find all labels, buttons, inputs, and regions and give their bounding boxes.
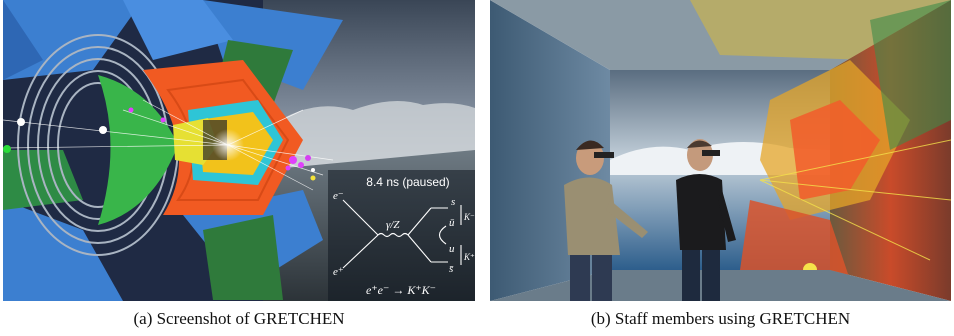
calorimeter-band bbox=[98, 75, 178, 225]
label-ubar: ū bbox=[449, 217, 455, 229]
staff-member-left bbox=[564, 140, 648, 301]
collision-point bbox=[212, 129, 244, 161]
yoke-top bbox=[218, 40, 293, 105]
caption-panel-b: (b) Staff members using GRETCHEN bbox=[590, 309, 851, 328]
caption-panel-a: (a) Screenshot of GRETCHEN bbox=[133, 309, 345, 328]
quark-out-bottom bbox=[407, 234, 432, 263]
label-k-minus: K⁻ bbox=[463, 212, 475, 222]
label-e-minus: e⁻ bbox=[333, 190, 344, 202]
feynman-diagram bbox=[342, 199, 462, 269]
projected-tracks bbox=[759, 139, 951, 261]
label-e-plus: e⁺ bbox=[333, 266, 344, 278]
energy-deposits bbox=[3, 107, 316, 181]
yoke-bottom bbox=[203, 215, 283, 300]
time-readout: 8.4 ns (paused) bbox=[366, 175, 449, 189]
muon-chamber-top bbox=[123, 0, 233, 60]
detector-visualization: 8.4 ns (paused) e⁻ e⁺ γ/Z s ū u s̄ K⁻ K⁺… bbox=[3, 0, 475, 301]
gretchen-screenshot-panel: 8.4 ns (paused) e⁻ e⁺ γ/Z s ū u s̄ K⁻ K⁺… bbox=[3, 0, 475, 301]
label-s: s bbox=[451, 196, 455, 208]
positron-line-in bbox=[342, 234, 379, 269]
projected-calorimeter bbox=[790, 100, 880, 200]
muon-chamber-bottom-left bbox=[3, 200, 123, 301]
label-sbar: s̄ bbox=[449, 263, 454, 275]
cave-photo bbox=[490, 0, 951, 301]
muon-chamber-top-right bbox=[203, 0, 343, 90]
process-equation: e⁺e⁻ → K⁺K⁻ bbox=[366, 283, 436, 297]
electron-line-in bbox=[342, 199, 379, 236]
projected-yoke bbox=[870, 0, 951, 150]
label-boson: γ/Z bbox=[386, 219, 400, 231]
gluon-loop bbox=[438, 225, 447, 245]
staff-member-right bbox=[676, 139, 736, 301]
staff-photo-panel bbox=[490, 0, 951, 301]
quark-out-top bbox=[407, 207, 432, 236]
muon-chamber-edge bbox=[3, 0, 43, 80]
boson-propagator bbox=[377, 232, 409, 238]
label-k-plus: K⁺ bbox=[463, 252, 475, 262]
label-u: u bbox=[449, 243, 455, 255]
